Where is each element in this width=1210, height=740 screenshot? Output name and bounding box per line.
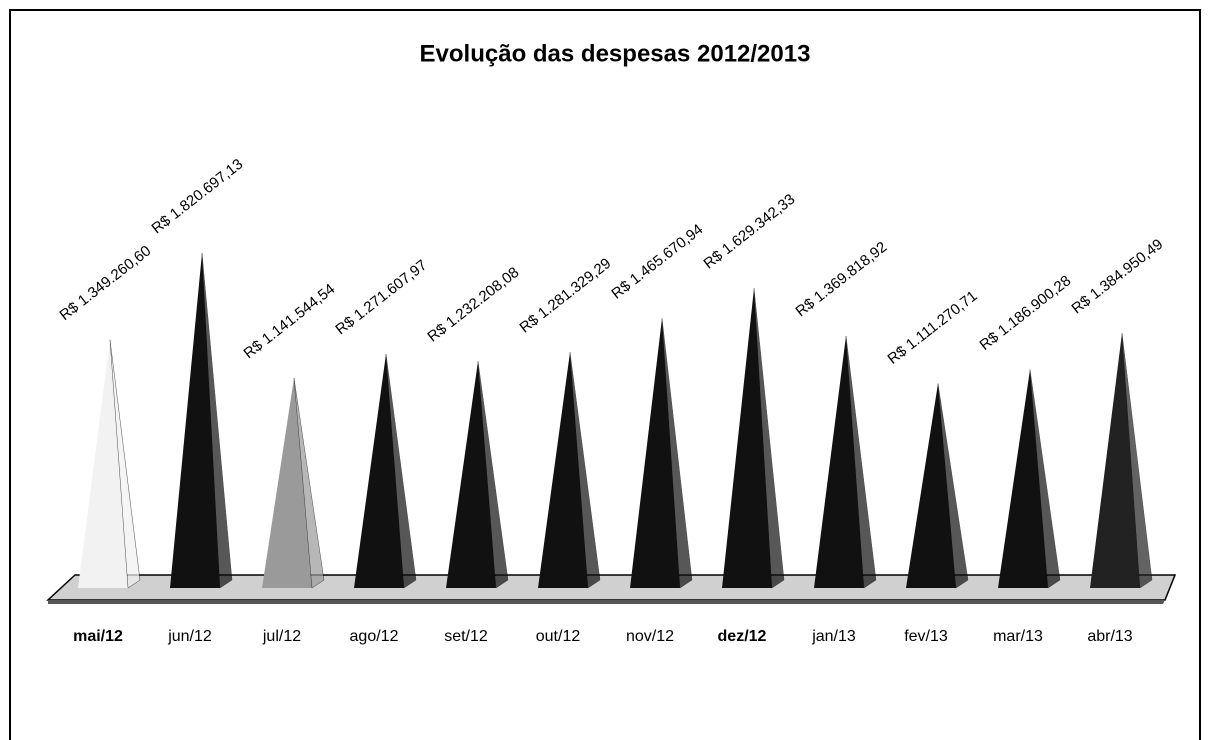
x-tick-label: abr/13 — [1087, 628, 1132, 645]
data-label: R$ 1.232.208,08 — [424, 264, 522, 346]
pyramid — [906, 383, 969, 589]
data-label: R$ 1.349.260,60 — [56, 242, 154, 324]
pyramid-front — [998, 369, 1048, 588]
pyramid-side — [845, 335, 877, 589]
x-tick-label: set/12 — [444, 628, 488, 645]
pyramid — [78, 339, 141, 589]
pyramid-front — [538, 352, 588, 588]
pyramid-front — [722, 288, 772, 588]
x-tick-label: jan/13 — [811, 628, 856, 645]
pyramid-front — [354, 354, 404, 588]
pyramid — [1090, 333, 1153, 589]
data-label: R$ 1.111.270,71 — [884, 287, 980, 367]
chart-frame — [9, 9, 1201, 740]
data-label: R$ 1.384.950,49 — [1068, 236, 1166, 318]
pyramid — [630, 318, 693, 589]
pyramid-side — [293, 377, 325, 589]
data-label: R$ 1.820.697,13 — [148, 156, 246, 238]
pyramid — [354, 353, 417, 589]
x-tick-label: out/12 — [536, 628, 581, 645]
pyramid — [998, 369, 1061, 589]
x-tick-label: jul/12 — [262, 628, 301, 645]
data-label: R$ 1.281.329,29 — [516, 255, 614, 337]
pyramid-side — [1121, 333, 1153, 589]
data-label: R$ 1.186.900,28 — [976, 272, 1074, 354]
pyramid-side — [569, 352, 601, 589]
pyramid-front — [630, 318, 680, 588]
pyramid-front — [78, 339, 128, 588]
x-tick-label: dez/12 — [718, 628, 767, 645]
x-tick-label: mar/13 — [993, 628, 1043, 645]
pyramid — [170, 252, 233, 589]
data-label: R$ 1.465.670,94 — [608, 221, 706, 303]
data-label: R$ 1.271.607,97 — [332, 257, 430, 339]
pyramid — [814, 335, 877, 589]
x-tick-label: ago/12 — [350, 628, 399, 645]
pyramid-front — [170, 253, 220, 588]
pyramid-side — [661, 318, 693, 589]
pyramid — [722, 288, 785, 589]
data-label: R$ 1.629.342,33 — [700, 191, 798, 273]
pyramid-front — [262, 377, 312, 588]
pyramid-side — [201, 252, 233, 589]
pyramid-side — [937, 383, 969, 589]
chart-title: Evolução das despesas 2012/2013 — [420, 40, 811, 67]
x-tick-label: nov/12 — [626, 628, 674, 645]
x-tick-label: fev/13 — [904, 628, 948, 645]
pyramid-front — [814, 335, 864, 588]
floor-edge — [48, 600, 1165, 604]
pyramid-side — [385, 353, 417, 589]
pyramid-front — [1090, 333, 1140, 588]
pyramid-side — [1029, 369, 1061, 589]
pyramid — [262, 377, 325, 589]
data-label: R$ 1.369.818,92 — [792, 239, 890, 321]
x-tick-label: jun/12 — [167, 628, 212, 645]
data-label: R$ 1.141.544,54 — [240, 281, 338, 363]
pyramid-side — [109, 339, 141, 589]
pyramid-front — [446, 361, 496, 588]
x-tick-label: mai/12 — [73, 628, 123, 645]
pyramid-side — [753, 288, 785, 589]
pyramid-front — [906, 383, 956, 588]
pyramid-side — [477, 361, 509, 589]
pyramid — [538, 352, 601, 589]
pyramid — [446, 361, 509, 589]
